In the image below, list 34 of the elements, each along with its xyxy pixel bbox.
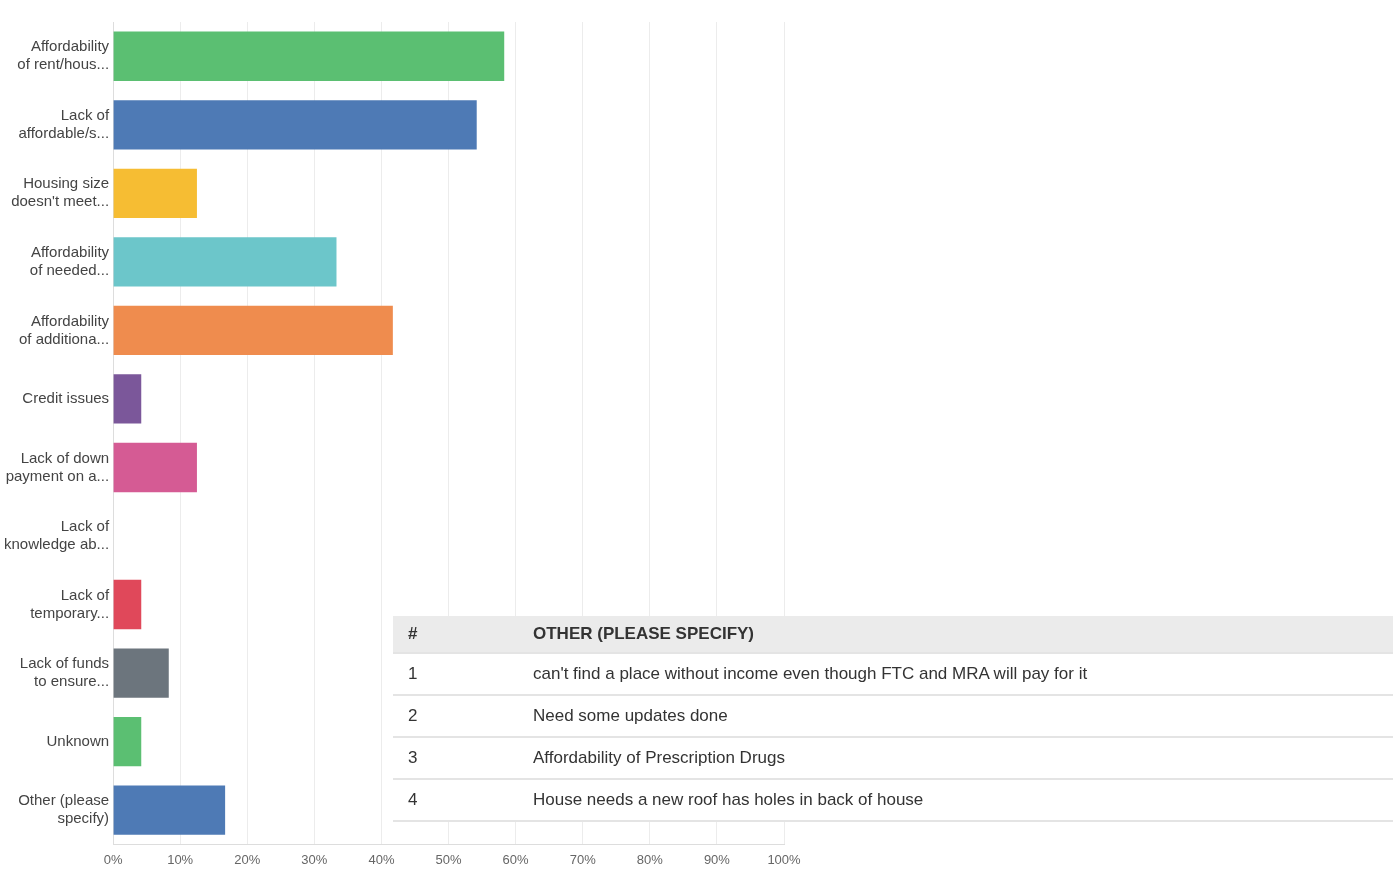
y-tick-label: Lack of affordable/s...: [18, 105, 110, 141]
y-tick-label: Unknown: [46, 731, 110, 749]
y-tick-label: Lack of temporary...: [30, 585, 110, 621]
annotation: OTHER (PLEASE SPECIFY): [518, 616, 1393, 653]
y-tick-label: Lack of knowledge ab...: [4, 517, 110, 553]
y-tick-label: Lack of down payment on a...: [5, 448, 110, 484]
y-tick-label: Credit issues: [22, 389, 110, 407]
x-tick-label: 50%: [435, 851, 462, 867]
annotation: 2: [393, 695, 518, 737]
y-tick-label: Lack of funds to ensure...: [19, 654, 110, 690]
annotation: can't find a place without income even though FTC and MRA will pay for it: [518, 653, 1393, 695]
x-tick-label: 40%: [368, 851, 395, 867]
y-tick-label: Other (please specify): [18, 791, 110, 827]
annotation: #: [393, 616, 518, 653]
table-header: # OTHER (PLEASE SPECIFY): [393, 616, 1393, 653]
x-tick-label: 10%: [167, 851, 194, 867]
y-tick-label: Affordability of rent/hous...: [17, 37, 110, 73]
x-tick-label: 30%: [301, 851, 328, 867]
annotation: 3: [393, 737, 518, 779]
x-tick-label: 90%: [703, 851, 731, 867]
annotation: 4: [393, 779, 518, 821]
y-tick-label: Affordability of additiona...: [19, 311, 110, 347]
annotation: Need some updates done: [518, 695, 1393, 737]
annotation: Affordability of Prescription Drugs: [518, 737, 1393, 779]
annotation: 1: [393, 653, 518, 695]
x-tick-label: 20%: [234, 851, 261, 867]
x-tick-label: 80%: [636, 851, 664, 867]
y-tick-label: Housing size doesn't meet...: [11, 174, 110, 210]
x-tick-label: 70%: [569, 851, 597, 867]
x-tick-label: 0%: [103, 851, 123, 867]
y-tick-label: Affordability of needed...: [29, 243, 110, 279]
x-tick-label: 60%: [502, 851, 530, 867]
annotation: House needs a new roof has holes in back of house: [518, 779, 1393, 821]
x-tick-label: 100%: [767, 851, 802, 867]
